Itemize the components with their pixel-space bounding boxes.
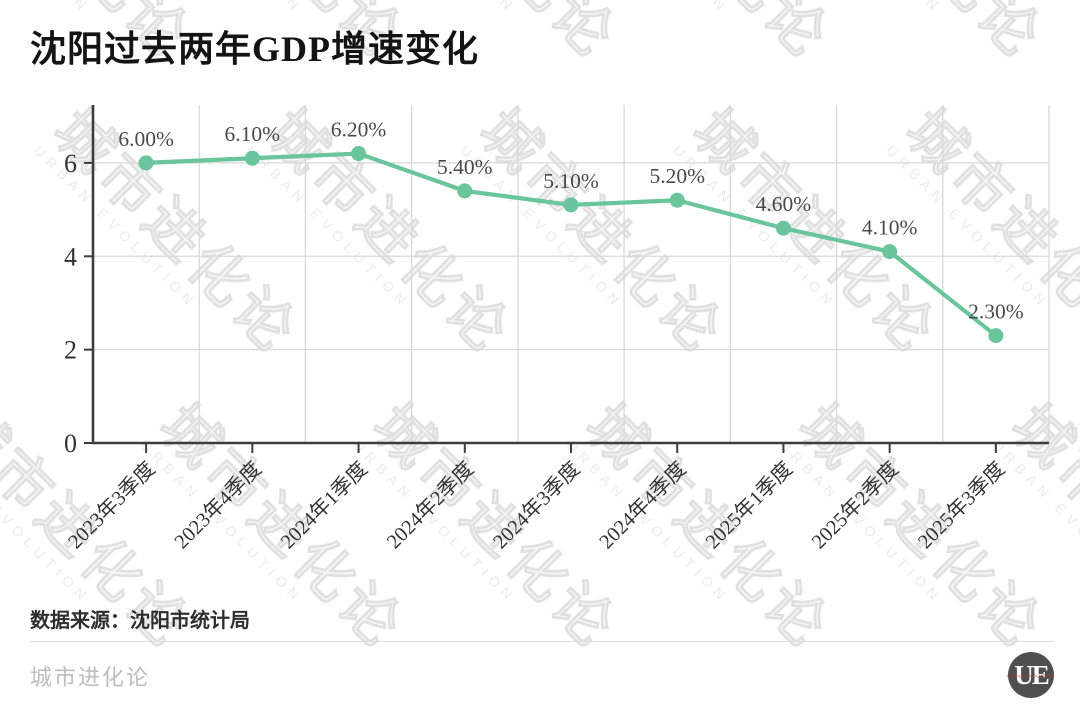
x-category-label: 2025年1季度 xyxy=(701,457,797,553)
data-point-label: 4.60% xyxy=(756,192,812,216)
data-point xyxy=(563,197,579,213)
data-point xyxy=(351,146,367,162)
data-point-label: 5.20% xyxy=(649,164,705,188)
data-point-label: 6.00% xyxy=(118,127,174,151)
data-point xyxy=(988,328,1004,344)
x-category-label: 2023年3季度 xyxy=(64,457,160,553)
data-point xyxy=(138,155,154,171)
x-category-label: 2025年2季度 xyxy=(807,457,903,553)
ue-logo: UE URBAN EVOLUTION xyxy=(1007,652,1055,698)
data-point xyxy=(775,220,791,236)
data-point xyxy=(882,244,898,260)
x-category-label: 2024年3季度 xyxy=(489,457,585,553)
footer-divider xyxy=(30,641,1054,642)
y-tick-label: 6 xyxy=(64,149,77,178)
ue-logo-subtext: URBAN EVOLUTION xyxy=(1007,674,1055,679)
page-title: 沈阳过去两年GDP增速变化 xyxy=(30,29,479,69)
y-tick-label: 0 xyxy=(64,429,77,458)
data-point xyxy=(244,150,260,166)
data-point-label: 5.40% xyxy=(437,155,493,179)
data-source-label: 数据来源：沈阳市统计局 xyxy=(30,610,250,632)
data-point xyxy=(669,192,685,208)
x-category-label: 2024年2季度 xyxy=(382,457,478,553)
y-tick-label: 2 xyxy=(64,336,77,365)
footer-brand: 城市进化论 xyxy=(30,665,151,690)
x-category-label: 2024年1季度 xyxy=(276,457,372,553)
ue-logo-circle xyxy=(1008,652,1054,698)
x-category-label: 2023年4季度 xyxy=(170,457,266,553)
x-category-label: 2025年3季度 xyxy=(913,457,1009,553)
y-tick-label: 4 xyxy=(64,242,77,271)
data-point-label: 6.10% xyxy=(225,122,281,146)
data-point-label: 6.20% xyxy=(331,118,387,142)
x-category-label: 2024年4季度 xyxy=(595,457,691,553)
data-point xyxy=(457,183,473,199)
data-point-label: 4.10% xyxy=(862,216,918,240)
data-point-label: 5.10% xyxy=(543,169,599,193)
data-point-label: 2.30% xyxy=(968,300,1024,324)
ue-logo-letters: UE xyxy=(1014,660,1048,690)
